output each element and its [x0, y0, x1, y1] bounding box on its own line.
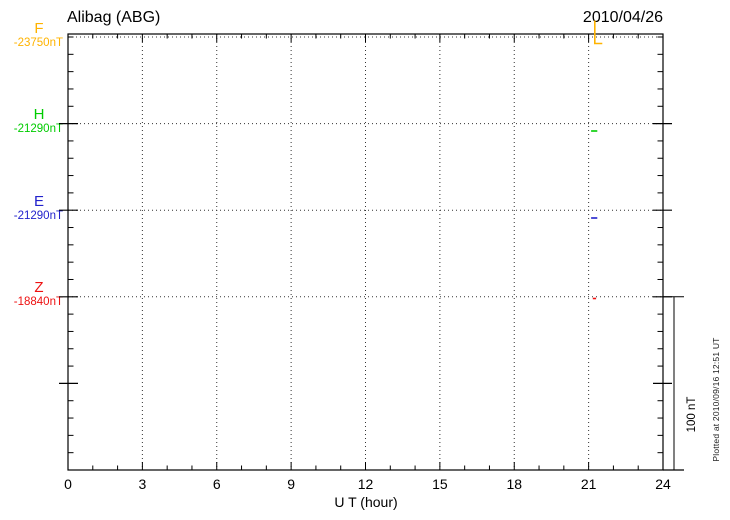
date-label: 2010/04/26	[582, 9, 663, 26]
data-trace-f	[593, 20, 603, 45]
x-tick-label-15: 15	[432, 476, 448, 492]
x-tick-label-18: 18	[506, 476, 523, 492]
scale-bar-label: 100 nT	[686, 396, 698, 433]
series-name-h: H	[33, 106, 45, 124]
series-label-f: F -23750nT	[0, 20, 64, 50]
series-name-z: Z	[34, 279, 44, 297]
x-tick-label-21: 21	[580, 476, 597, 492]
x-tick-label-24: 24	[655, 476, 671, 492]
series-label-h: H -21290nT	[0, 106, 64, 136]
x-axis-title: U T (hour)	[334, 494, 398, 510]
plotted-at-label: Plotted at 2010/09/16 12:51 UT	[711, 337, 721, 462]
series-label-e: E -21290nT	[0, 193, 64, 223]
series-baseline-f: -23750nT	[13, 36, 63, 49]
x-tick-label-6: 6	[212, 476, 221, 492]
station-title: Alibag (ABG)	[67, 9, 161, 26]
series-baseline-h: -21290nT	[13, 123, 63, 136]
series-baseline-z: -18840nT	[13, 296, 63, 309]
x-tick-label-0: 0	[64, 476, 72, 492]
x-tick-label-9: 9	[287, 476, 296, 492]
x-tick-label-12: 12	[357, 476, 374, 492]
series-name-f: F	[34, 19, 44, 37]
x-tick-label-3: 3	[138, 476, 147, 492]
series-baseline-e: -21290nT	[13, 209, 63, 222]
series-name-e: E	[33, 192, 44, 210]
series-label-z: Z -18840nT	[0, 279, 64, 309]
